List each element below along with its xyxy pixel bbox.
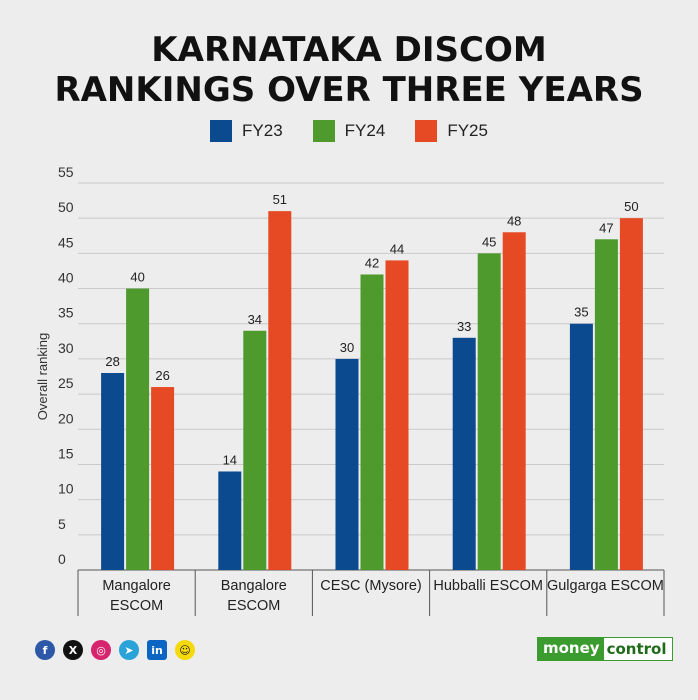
brand-part2: control — [603, 637, 674, 661]
bar-fy25 — [151, 387, 175, 570]
data-label: 48 — [507, 213, 521, 228]
bar-fy24 — [126, 288, 150, 570]
bar-fy23 — [452, 337, 476, 570]
legend-label-fy24: FY24 — [344, 121, 386, 140]
bar-fy25 — [619, 218, 643, 570]
y-tick-label: 45 — [58, 234, 74, 250]
brand-part1: money — [537, 637, 604, 661]
bar-fy25 — [502, 232, 526, 570]
x-tick-label: ESCOM — [227, 598, 280, 614]
x-tick-label: Hubballi ESCOM — [433, 578, 543, 594]
data-label: 45 — [482, 234, 496, 249]
legend-label-fy25: FY25 — [447, 121, 488, 140]
telegram-icon[interactable]: ➤ — [119, 640, 139, 660]
linkedin-icon[interactable]: in — [147, 640, 167, 660]
bar-fy23 — [218, 471, 242, 570]
data-label: 30 — [340, 340, 354, 355]
legend-swatch-fy24 — [312, 120, 335, 142]
snapchat-icon[interactable]: ☺ — [175, 640, 195, 660]
bar-fy24 — [594, 239, 618, 571]
data-label: 44 — [390, 241, 404, 256]
social-icons: f X ◎ ➤ in ☺ — [35, 640, 195, 660]
bar-fy24 — [477, 253, 501, 570]
bar-fy23 — [569, 323, 593, 570]
data-label: 40 — [130, 270, 144, 285]
data-label: 50 — [624, 199, 638, 214]
y-tick-label: 20 — [58, 410, 74, 426]
bar-fy24 — [360, 274, 384, 570]
y-tick-label: 5 — [58, 516, 66, 532]
data-label: 35 — [574, 305, 588, 320]
y-tick-label: 15 — [58, 445, 74, 461]
y-tick-label: 0 — [58, 551, 66, 567]
chart-title-line2: RANKINGS OVER THREE YEARS — [54, 70, 644, 110]
y-tick-label: 25 — [58, 375, 74, 391]
bar-fy24 — [243, 330, 267, 570]
x-icon[interactable]: X — [63, 640, 83, 660]
data-label: 26 — [155, 368, 169, 383]
y-tick-label: 55 — [58, 164, 74, 180]
x-tick-label: Bangalore — [221, 578, 287, 594]
legend-swatch-fy23 — [210, 120, 233, 142]
legend-label-fy23: FY23 — [242, 121, 283, 140]
x-tick-label: Gulgarga ESCOM — [547, 578, 664, 594]
x-tick-label: Mangalore — [102, 578, 171, 594]
bar-fy25 — [385, 260, 409, 570]
y-tick-label: 40 — [58, 270, 74, 286]
data-label: 28 — [105, 354, 119, 369]
y-tick-label: 10 — [58, 481, 74, 497]
legend-item-fy23: FY23 — [210, 120, 283, 142]
legend-swatch-fy25 — [415, 120, 438, 142]
legend-item-fy24: FY24 — [312, 120, 386, 142]
legend-item-fy25: FY25 — [415, 120, 488, 142]
data-label: 47 — [599, 220, 613, 235]
data-label: 34 — [248, 312, 262, 327]
data-label: 51 — [273, 192, 287, 207]
moneycontrol-logo: money control — [537, 637, 674, 661]
y-tick-label: 30 — [58, 340, 74, 356]
data-label: 42 — [365, 255, 379, 270]
y-tick-label: 50 — [58, 199, 74, 215]
data-label: 14 — [223, 452, 237, 467]
y-axis-label: Overall ranking — [35, 333, 50, 420]
bar-fy23 — [335, 358, 359, 570]
chart-title: KARNATAKA DISCOM RANKINGS OVER THREE YEA… — [0, 30, 698, 110]
x-tick-label: CESC (Mysore) — [320, 578, 422, 594]
bar-fy25 — [268, 211, 292, 571]
chart-title-line1: KARNATAKA DISCOM — [151, 30, 547, 70]
chart-legend: FY23 FY24 FY25 — [0, 120, 698, 142]
bar-fy23 — [101, 372, 125, 570]
facebook-icon[interactable]: f — [35, 640, 55, 660]
y-tick-label: 35 — [58, 305, 74, 321]
x-tick-label: ESCOM — [110, 598, 163, 614]
instagram-icon[interactable]: ◎ — [91, 640, 111, 660]
data-label: 33 — [457, 319, 471, 334]
